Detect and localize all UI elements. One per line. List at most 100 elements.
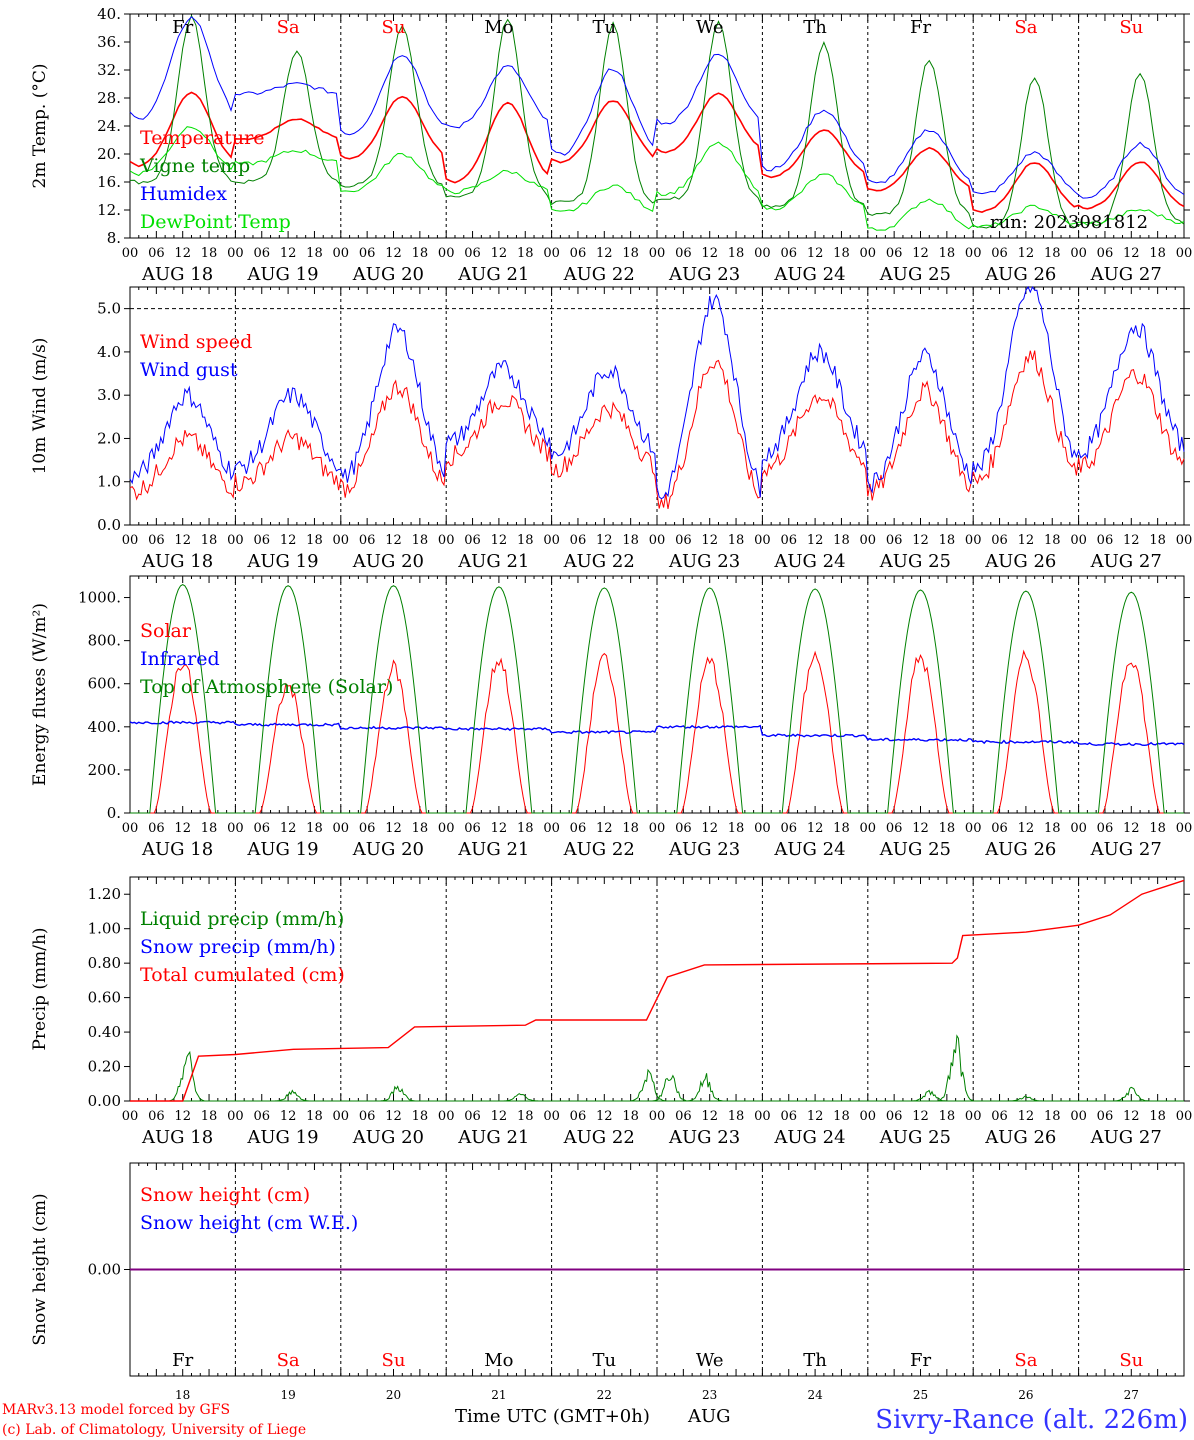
hour-tick-label: 18 [728,1109,745,1124]
hour-tick-label: 18 [622,821,639,836]
hour-tick-label: 06 [464,1109,481,1124]
month-label: AUG [687,1406,731,1427]
station-label: Sivry-Rance (alt. 226m) [875,1405,1188,1435]
legend-entry: Total cumulated (cm) [140,964,345,986]
date-label: AUG 21 [457,1127,529,1148]
date-label: AUG 24 [773,1127,845,1148]
precip-event [630,1068,666,1102]
hour-tick-label: 06 [464,246,481,261]
hour-tick-label: 00 [1070,246,1087,261]
hour-tick-label: 06 [675,246,692,261]
hour-tick-label: 18 [412,246,429,261]
hour-tick-label: 18 [412,1109,429,1124]
hour-tick-label: 00 [438,246,455,261]
hour-tick-label: 06 [991,1109,1008,1124]
hour-tick-label: 12 [1123,821,1140,836]
hour-tick-label: 00 [649,821,666,836]
hour-tick-label: 12 [912,821,929,836]
hour-tick-label: 12 [807,1109,824,1124]
series-line [129,285,1185,500]
hour-tick-label: 06 [148,246,165,261]
hour-tick-label: 18 [306,1109,323,1124]
y-tick-label: 0.80 [88,954,121,972]
hour-tick-label: 00 [649,246,666,261]
hour-tick-label: 00 [1070,821,1087,836]
date-label: AUG 19 [246,551,318,572]
credit-line-2: (c) Lab. of Climatology, University of L… [2,1422,306,1438]
hour-tick-label: 00 [754,1109,771,1124]
y-tick-label: 40. [97,5,121,23]
date-label: AUG 25 [879,839,951,860]
weekday-label: Tu [592,1350,616,1371]
panels: 8. 12. 16. 20. 24. 28. 32. 36. 40. 2m Temp. (°C) 0… [30,5,1192,1402]
y-tick-label: 0.20 [88,1058,121,1076]
legend-entry: Snow height (cm) [140,1184,310,1206]
hour-tick-label: 00 [333,246,350,261]
day-number-label: 26 [1018,1388,1033,1402]
date-label: AUG 25 [879,264,951,285]
hour-tick-label: 12 [385,246,402,261]
hour-tick-label: 06 [886,821,903,836]
hour-tick-label: 18 [1044,246,1061,261]
hour-tick-label: 00 [333,533,350,548]
hour-tick-label: 18 [517,533,534,548]
y-tick-label: 4.0 [97,343,121,361]
hour-tick-label: 18 [939,246,956,261]
date-label: AUG 20 [352,264,424,285]
hour-tick-label: 18 [1149,533,1166,548]
hour-tick-label: 00 [754,246,771,261]
hour-tick-label: 00 [649,1109,666,1124]
hour-tick-label: 00 [543,1109,560,1124]
hour-tick-label: 00 [543,246,560,261]
hour-tick-label: 18 [306,246,323,261]
hour-tick-label: 18 [412,821,429,836]
y-axis-label: Snow height (cm) [30,1193,50,1345]
day-number-label: 27 [1124,1388,1139,1402]
date-label: AUG 20 [352,551,424,572]
weekday-label: We [696,17,724,38]
y-tick-label: 1.00 [88,920,121,938]
date-label: AUG 23 [668,551,740,572]
date-label: AUG 19 [246,264,318,285]
hour-tick-label: 00 [543,533,560,548]
hour-tick-label: 00 [754,821,771,836]
hour-tick-label: 00 [438,533,455,548]
date-label: AUG 27 [1090,264,1162,285]
hour-tick-label: 00 [1176,246,1193,261]
weekday-label: Fr [910,17,931,38]
hour-tick-label: 06 [1097,246,1114,261]
y-tick-label: 800. [88,632,121,650]
date-label: AUG 27 [1090,1127,1162,1148]
hour-tick-label: 18 [306,821,323,836]
hour-tick-label: 00 [227,821,244,836]
hour-tick-label: 18 [1149,246,1166,261]
hour-tick-label: 00 [860,1109,877,1124]
y-tick-label: 600. [88,675,121,693]
y-tick-label: 16. [97,173,121,191]
date-label: AUG 26 [984,264,1056,285]
weekday-label: Sa [277,17,300,38]
y-tick-label: 1.0 [97,473,121,491]
legend-entry: Humidex [140,183,227,205]
hour-tick-label: 12 [596,533,613,548]
hour-tick-label: 12 [701,1109,718,1124]
hour-tick-label: 06 [253,821,270,836]
weekday-label: Th [803,1350,827,1371]
hour-tick-label: 18 [1044,1109,1061,1124]
hour-tick-label: 18 [939,1109,956,1124]
hour-tick-label: 18 [201,246,218,261]
hour-tick-label: 06 [359,246,376,261]
hour-tick-label: 00 [438,821,455,836]
hour-tick-label: 00 [227,533,244,548]
hour-tick-label: 18 [1149,821,1166,836]
date-label: AUG 18 [141,264,213,285]
hour-tick-label: 12 [280,533,297,548]
hour-tick-label: 06 [675,1109,692,1124]
precip-event [1113,1086,1149,1102]
hour-tick-label: 00 [965,246,982,261]
hour-tick-label: 12 [174,821,191,836]
hour-tick-label: 18 [1044,821,1061,836]
hour-tick-label: 06 [1097,821,1114,836]
hour-tick-label: 18 [201,1109,218,1124]
day-number-label: 22 [597,1388,612,1402]
